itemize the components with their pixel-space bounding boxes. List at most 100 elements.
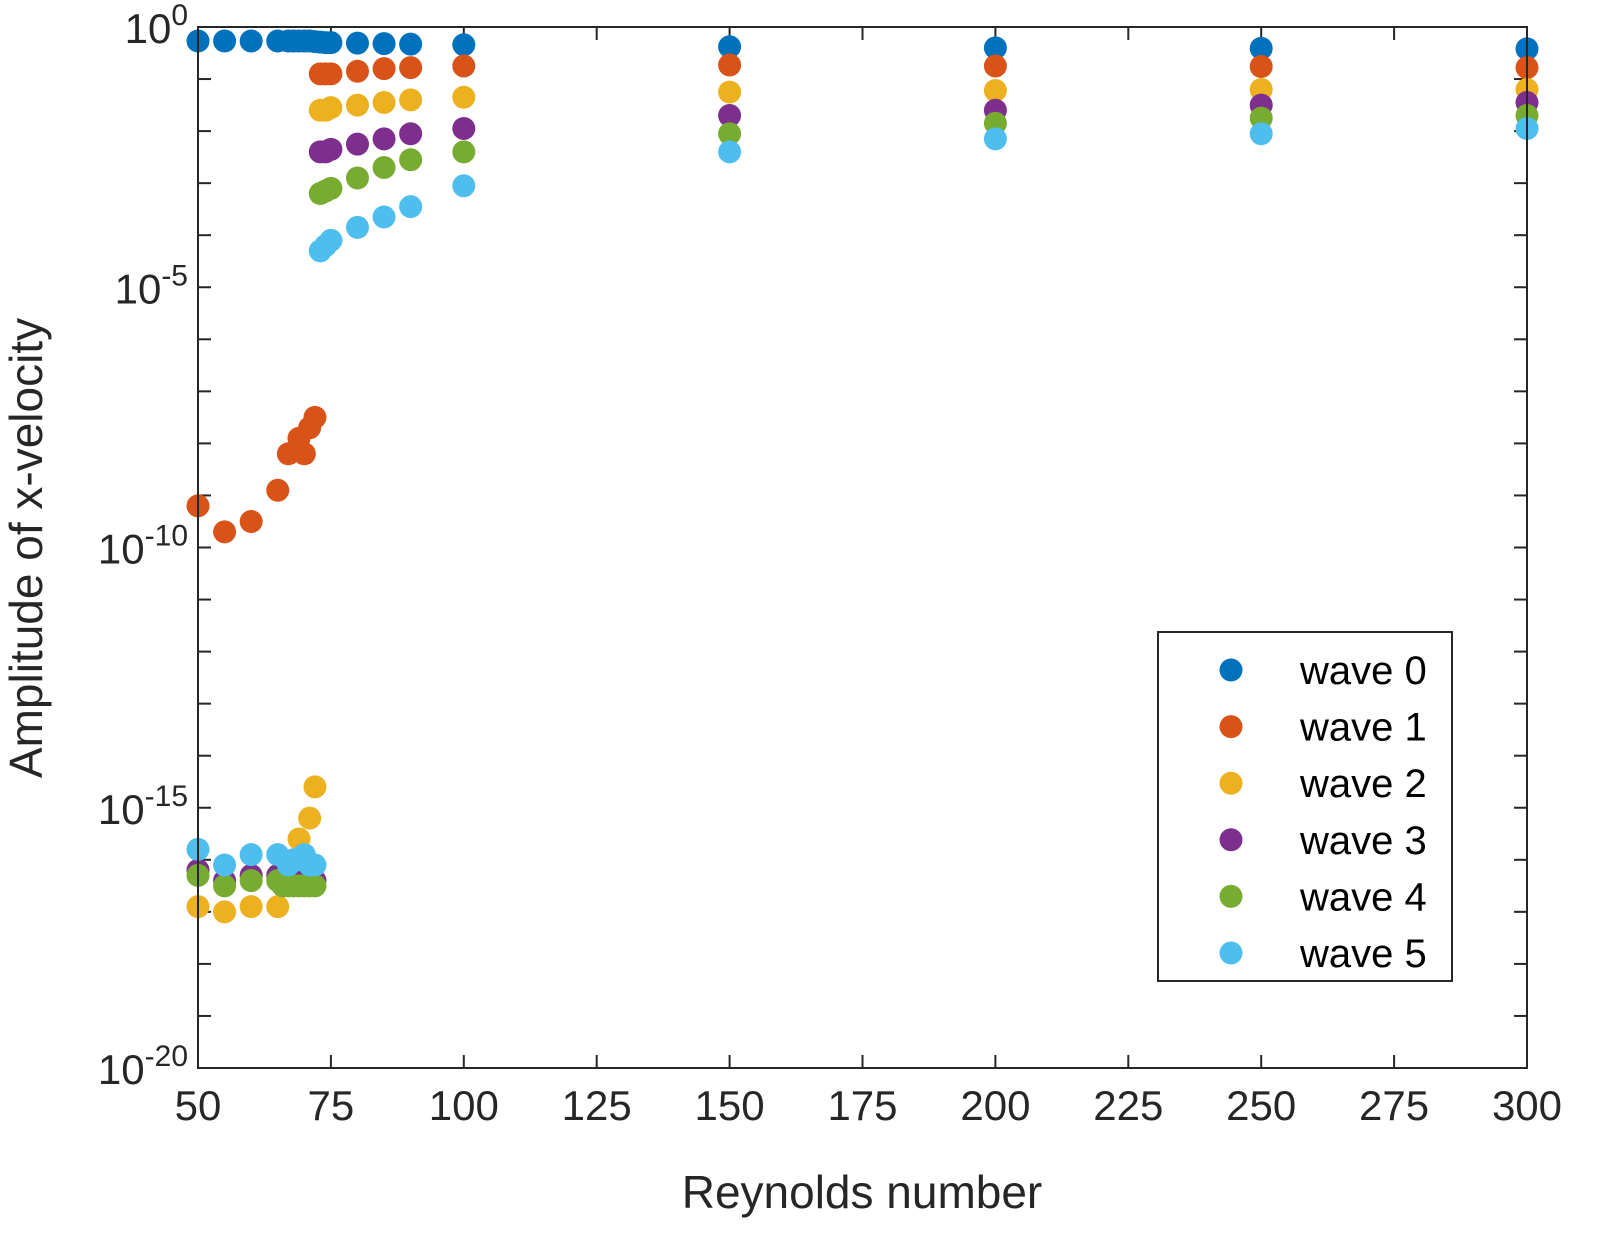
legend-label: wave 5: [1299, 932, 1427, 976]
legend-marker: [1219, 941, 1243, 965]
data-point: [983, 79, 1007, 103]
x-tick-label: 275: [1359, 1082, 1429, 1129]
x-tick-labels: 50 75 100 125 150 175 200 225 250 275 300: [175, 1082, 1562, 1129]
legend-label: wave 3: [1299, 819, 1427, 863]
legend-marker: [1219, 828, 1243, 852]
legend-marker: [1219, 884, 1243, 908]
data-point: [319, 137, 343, 161]
data-point: [399, 195, 423, 219]
data-point: [319, 62, 343, 86]
data-point: [452, 33, 476, 57]
data-point: [399, 56, 423, 80]
data-point: [266, 895, 290, 919]
data-point: [319, 228, 343, 252]
data-point: [303, 775, 327, 799]
data-point: [983, 54, 1007, 78]
y-tick-label: 10-15: [98, 780, 188, 833]
data-point: [983, 127, 1007, 151]
data-point: [399, 32, 423, 56]
data-point: [718, 140, 742, 164]
data-point: [213, 874, 237, 898]
data-point: [319, 31, 343, 55]
legend-box: [1157, 631, 1453, 982]
legend-label: wave 1: [1299, 706, 1427, 750]
data-point: [298, 806, 322, 830]
legend-marker: [1219, 771, 1243, 795]
data-point: [345, 93, 369, 117]
data-point: [372, 90, 396, 114]
data-point: [372, 32, 396, 56]
axis-ticks: [197, 26, 1528, 1069]
data-point: [239, 843, 263, 867]
data-point: [452, 140, 476, 164]
data-point: [345, 166, 369, 190]
x-tick-label: 300: [1492, 1082, 1562, 1129]
x-axis-title: Reynolds number: [682, 1166, 1043, 1218]
data-point: [718, 35, 742, 59]
data-point: [1249, 55, 1273, 79]
data-point: [345, 31, 369, 55]
x-tick-label: 175: [827, 1082, 897, 1129]
data-point: [266, 478, 290, 502]
legend-label: wave 2: [1299, 762, 1427, 806]
legend-label: wave 4: [1299, 875, 1427, 919]
x-tick-label: 150: [695, 1082, 765, 1129]
x-tick-label: 50: [175, 1082, 222, 1129]
y-tick-labels: 100 10-5 10-10 10-15 10-20: [98, 0, 188, 1093]
series-0: [186, 29, 1539, 61]
x-tick-label: 225: [1093, 1082, 1163, 1129]
data-point: [452, 85, 476, 109]
y-axis-title: Amplitude of x-velocity: [0, 318, 52, 778]
series-4: [186, 103, 1539, 898]
data-point: [213, 520, 237, 544]
data-point: [303, 405, 327, 429]
x-tick-label: 200: [960, 1082, 1030, 1129]
series-5: [186, 116, 1539, 877]
data-point: [452, 116, 476, 140]
data-point: [239, 509, 263, 533]
data-point: [1249, 36, 1273, 60]
data-point: [372, 156, 396, 180]
x-tick-label: 125: [562, 1082, 632, 1129]
x-tick-label: 100: [429, 1082, 499, 1129]
data-points: [186, 29, 1539, 924]
data-point: [303, 853, 327, 877]
data-point: [372, 205, 396, 229]
data-point: [213, 29, 237, 53]
data-point: [239, 29, 263, 53]
data-point: [239, 895, 263, 919]
data-point: [372, 127, 396, 151]
legend-marker: [1219, 715, 1243, 739]
y-tick-label: 10-5: [115, 259, 188, 312]
data-point: [372, 57, 396, 81]
legend-marker: [1219, 658, 1243, 682]
data-point: [399, 122, 423, 146]
data-point: [345, 59, 369, 83]
y-tick-label: 100: [125, 0, 188, 52]
data-point: [213, 900, 237, 924]
y-tick-label: 10-20: [98, 1040, 188, 1093]
data-point: [292, 442, 316, 466]
data-point: [345, 132, 369, 156]
x-tick-label: 75: [308, 1082, 355, 1129]
data-point: [1249, 122, 1273, 146]
x-tick-label: 250: [1226, 1082, 1296, 1129]
data-point: [319, 176, 343, 200]
data-point: [718, 122, 742, 146]
data-point: [718, 80, 742, 104]
data-point: [399, 148, 423, 172]
data-point: [983, 36, 1007, 60]
y-tick-label: 10-10: [98, 520, 188, 573]
data-point: [718, 53, 742, 77]
data-point: [718, 103, 742, 127]
data-point: [345, 215, 369, 239]
axes-box: [197, 26, 1528, 1069]
legend-label: wave 0: [1299, 649, 1427, 693]
data-point: [452, 174, 476, 198]
data-point: [319, 96, 343, 120]
legend: wave 0 wave 1 wave 2 wave 3 wave 4 wave 5: [1157, 631, 1453, 982]
data-point: [213, 853, 237, 877]
data-point: [239, 869, 263, 893]
data-point: [399, 88, 423, 112]
